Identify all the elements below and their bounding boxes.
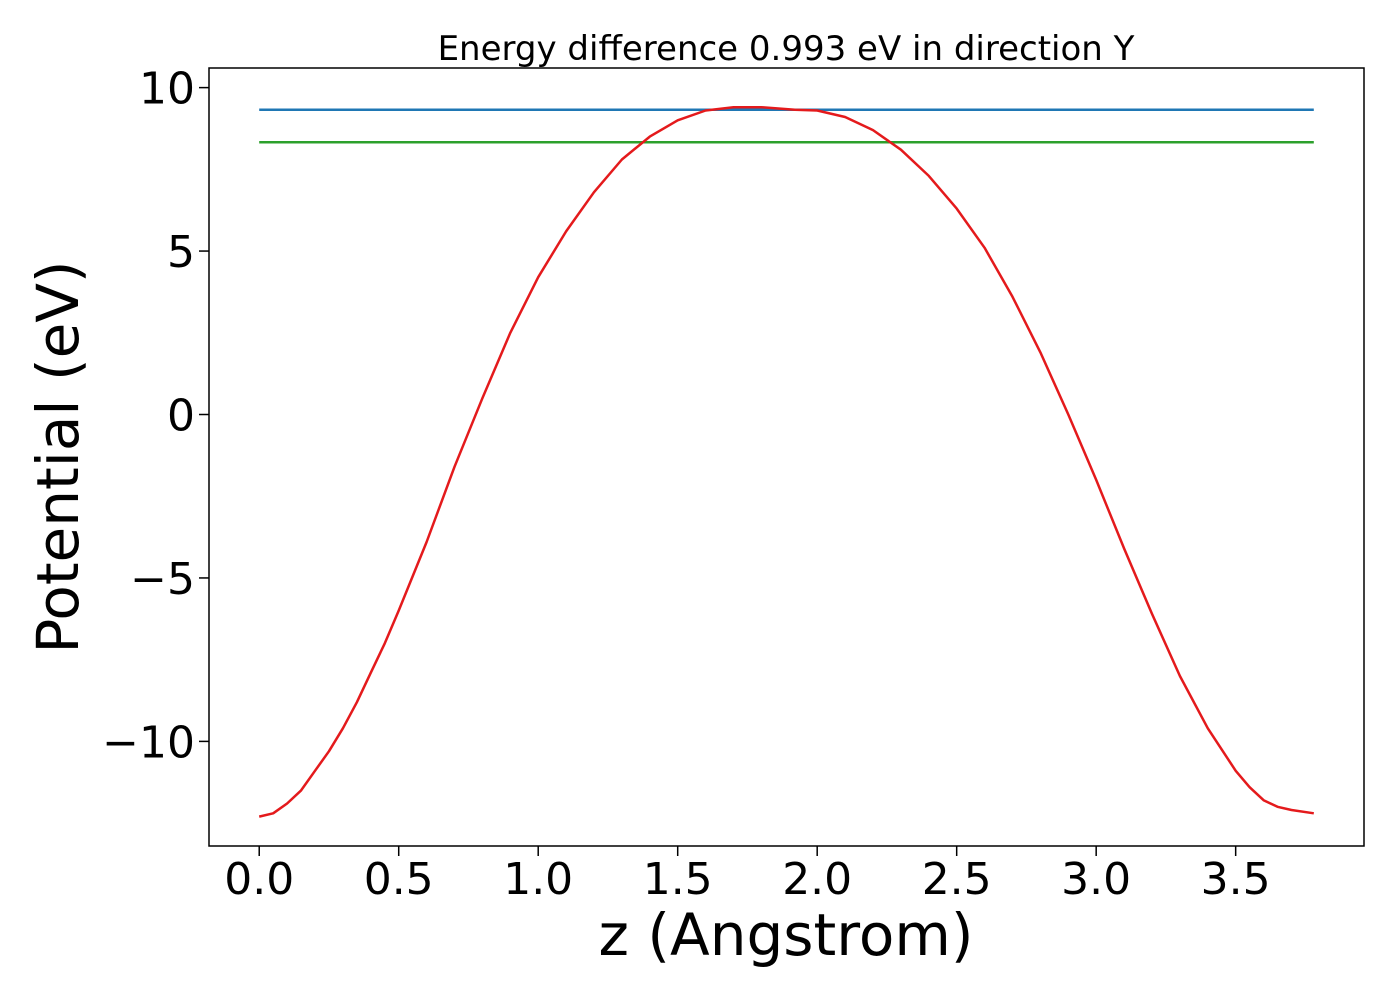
x-tick-label: 0.5 xyxy=(364,854,434,905)
x-tick-label: 1.0 xyxy=(503,854,573,905)
x-tick-label: 2.0 xyxy=(782,854,852,905)
x-tick-label: 2.5 xyxy=(922,854,992,905)
series-layer xyxy=(258,105,1314,818)
series-line-3 xyxy=(258,105,1314,818)
y-tick-label: −5 xyxy=(130,554,195,605)
x-axis-label: z (Angstrom) xyxy=(599,901,974,969)
x-ticks: 0.0 0.5 1.0 1.5 2.0 2.5 3.0 3.5 xyxy=(224,846,1271,905)
y-ticks: −10 −5 0 5 10 xyxy=(102,64,209,768)
y-axis-label: Potential (eV) xyxy=(24,260,92,653)
y-tick-label: 5 xyxy=(167,227,195,278)
y-tick-label: −10 xyxy=(102,717,195,768)
y-tick-label: 10 xyxy=(139,64,195,115)
x-tick-label: 3.5 xyxy=(1201,854,1271,905)
y-tick-label: 0 xyxy=(167,391,195,442)
x-tick-label: 1.5 xyxy=(643,854,713,905)
plot-frame xyxy=(208,67,1365,847)
x-tick-label: 3.0 xyxy=(1061,854,1131,905)
x-tick-label: 0.0 xyxy=(224,854,294,905)
chart-title: Energy difference 0.993 eV in direction … xyxy=(438,29,1135,69)
